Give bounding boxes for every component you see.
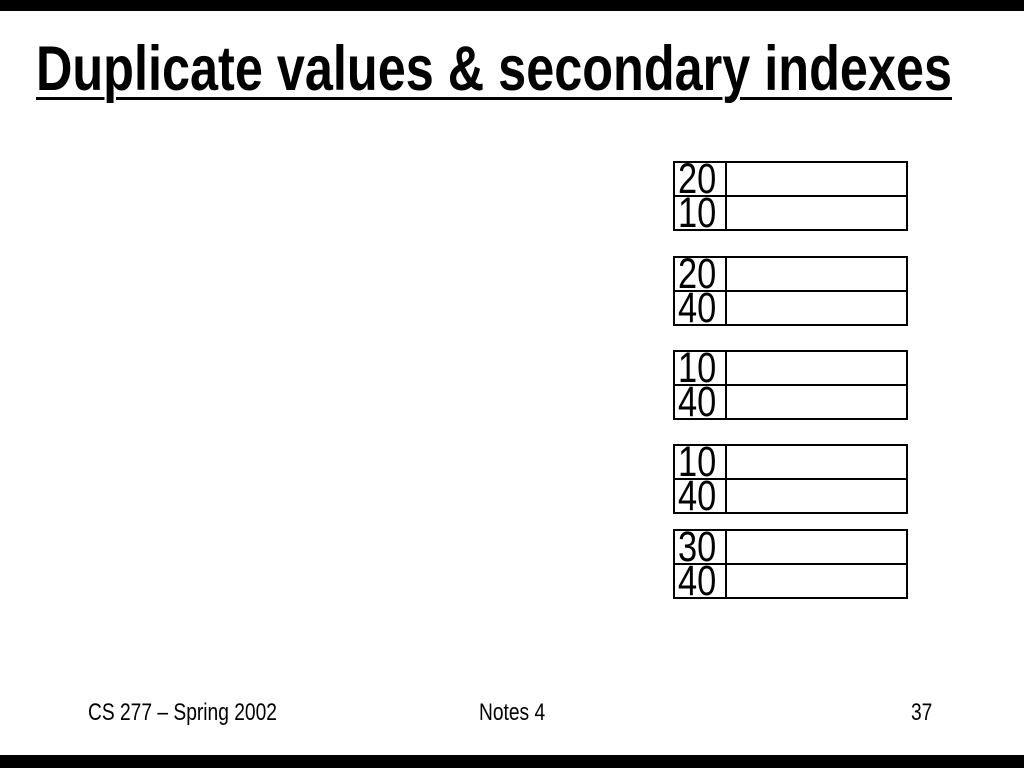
footer-course-text: CS 277 – Spring 2002 bbox=[88, 699, 277, 726]
table-row: 40 bbox=[673, 284, 908, 332]
key-cell: 40 bbox=[673, 472, 727, 520]
key-value: 10 bbox=[678, 438, 717, 486]
key-value: 30 bbox=[678, 523, 717, 571]
pointer-cell bbox=[725, 195, 908, 231]
key-cell: 40 bbox=[673, 284, 727, 332]
top-letterbox-bar bbox=[0, 0, 1024, 11]
key-value: 20 bbox=[678, 155, 717, 203]
key-cell: 10 bbox=[673, 438, 727, 486]
table-row: 40 bbox=[673, 557, 908, 605]
pointer-cell bbox=[725, 384, 908, 420]
key-value: 10 bbox=[678, 189, 717, 237]
key-value: 10 bbox=[678, 344, 717, 392]
key-cell: 10 bbox=[673, 344, 727, 392]
pointer-cell bbox=[725, 563, 908, 599]
slide-title: Duplicate values & secondary indexes bbox=[36, 38, 1024, 101]
footer-notes: Notes 4 bbox=[479, 701, 562, 725]
index-table-1: 20 10 bbox=[673, 155, 908, 237]
key-value: 20 bbox=[678, 250, 717, 298]
table-row: 20 bbox=[673, 250, 908, 298]
table-row: 10 bbox=[673, 189, 908, 237]
index-table-5: 30 40 bbox=[673, 523, 908, 605]
key-cell: 20 bbox=[673, 155, 727, 203]
table-row: 40 bbox=[673, 472, 908, 520]
pointer-cell bbox=[725, 350, 908, 386]
table-row: 20 bbox=[673, 155, 908, 203]
key-value: 40 bbox=[678, 472, 717, 520]
key-cell: 30 bbox=[673, 523, 727, 571]
key-cell: 40 bbox=[673, 557, 727, 605]
bottom-letterbox-bar bbox=[0, 755, 1024, 768]
key-cell: 40 bbox=[673, 378, 727, 426]
index-table-4: 10 40 bbox=[673, 438, 908, 520]
slide-title-text: Duplicate values & secondary indexes bbox=[36, 34, 952, 104]
pointer-cell bbox=[725, 161, 908, 197]
index-table-2: 20 40 bbox=[673, 250, 908, 332]
pointer-cell bbox=[725, 478, 908, 514]
key-cell: 20 bbox=[673, 250, 727, 298]
pointer-cell bbox=[725, 256, 908, 292]
key-value: 40 bbox=[678, 284, 717, 332]
pointer-cell bbox=[725, 444, 908, 480]
pointer-cell bbox=[725, 290, 908, 326]
footer-course: CS 277 – Spring 2002 bbox=[88, 701, 324, 725]
index-table-3: 10 40 bbox=[673, 344, 908, 426]
footer-page-number-text: 37 bbox=[911, 699, 933, 726]
footer-page-number: 37 bbox=[911, 701, 938, 725]
key-value: 40 bbox=[678, 378, 717, 426]
key-value: 40 bbox=[678, 557, 717, 605]
table-row: 10 bbox=[673, 344, 908, 392]
key-cell: 10 bbox=[673, 189, 727, 237]
table-row: 30 bbox=[673, 523, 908, 571]
table-row: 10 bbox=[673, 438, 908, 486]
pointer-cell bbox=[725, 529, 908, 565]
table-row: 40 bbox=[673, 378, 908, 426]
footer-notes-text: Notes 4 bbox=[479, 699, 546, 726]
